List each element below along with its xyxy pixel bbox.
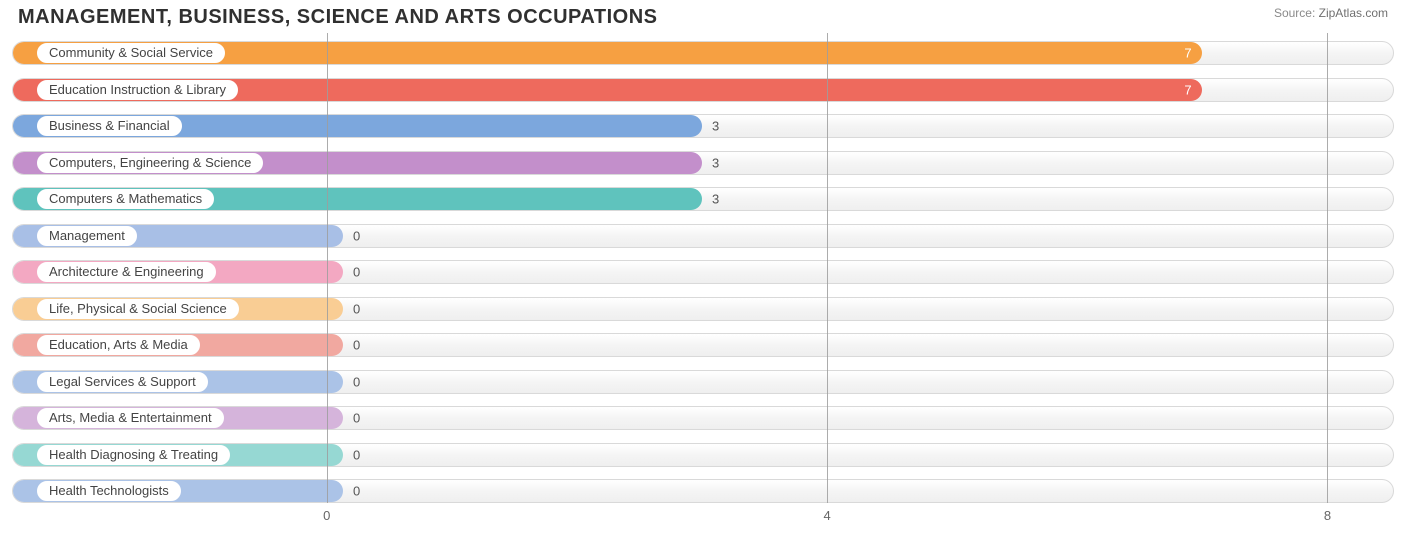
category-label-pill: Health Technologists (36, 480, 182, 502)
source-label: Source: (1274, 6, 1315, 20)
bar-row: Education Instruction & Library 7 (10, 76, 1396, 104)
category-label-pill: Health Diagnosing & Treating (36, 444, 231, 466)
bar-row: Architecture & Engineering 0 (10, 258, 1396, 286)
category-label-pill: Management (36, 225, 138, 247)
bar-row: Legal Services & Support 0 (10, 368, 1396, 396)
bar-value-label: 0 (353, 301, 360, 316)
category-label-pill: Arts, Media & Entertainment (36, 407, 225, 429)
bar-row: Health Diagnosing & Treating 0 (10, 441, 1396, 469)
bar-value-label: 3 (712, 192, 719, 207)
category-label-pill: Computers & Mathematics (36, 188, 215, 210)
bar-value-label: 0 (353, 447, 360, 462)
bar-row: Computers & Mathematics 3 (10, 185, 1396, 213)
category-label-pill: Life, Physical & Social Science (36, 298, 240, 320)
gridline (1327, 33, 1328, 503)
bar-value-label: 7 (1184, 82, 1191, 97)
chart-area: Community & Social Service7Education Ins… (0, 33, 1406, 523)
chart-header: MANAGEMENT, BUSINESS, SCIENCE AND ARTS O… (0, 0, 1406, 33)
source-attribution: Source: ZipAtlas.com (1274, 6, 1388, 20)
category-label-pill: Education Instruction & Library (36, 79, 239, 101)
bar-row: Business & Financial 3 (10, 112, 1396, 140)
bar-row: Community & Social Service 7 (10, 39, 1396, 67)
bar-row: Computers, Engineering & Science 3 (10, 149, 1396, 177)
bar-row: Management 0 (10, 222, 1396, 250)
gridline (827, 33, 828, 503)
bar-row: Life, Physical & Social Science 0 (10, 295, 1396, 323)
x-axis-tick-label: 4 (823, 508, 830, 523)
category-label-pill: Architecture & Engineering (36, 261, 217, 283)
category-label-pill: Education, Arts & Media (36, 334, 201, 356)
x-axis-tick-label: 8 (1324, 508, 1331, 523)
bar-value-label: 0 (353, 374, 360, 389)
plot-area: Community & Social Service7Education Ins… (10, 33, 1396, 523)
category-label-pill: Community & Social Service (36, 42, 226, 64)
bar-value-label: 0 (353, 338, 360, 353)
bar-value-label: 0 (353, 265, 360, 280)
bar-value-label: 3 (712, 155, 719, 170)
bar-value-label: 0 (353, 484, 360, 499)
category-label-pill: Business & Financial (36, 115, 183, 137)
bar-row: Health Technologists 0 (10, 477, 1396, 505)
bar-rows-container: Community & Social Service7Education Ins… (10, 39, 1396, 514)
bar-row: Arts, Media & Entertainment 0 (10, 404, 1396, 432)
bar-value-label: 0 (353, 228, 360, 243)
category-label-pill: Computers, Engineering & Science (36, 152, 264, 174)
gridline (327, 33, 328, 503)
bar-value-label: 0 (353, 411, 360, 426)
bar-value-label: 7 (1184, 46, 1191, 61)
bar-row: Education, Arts & Media 0 (10, 331, 1396, 359)
x-axis-tick-label: 0 (323, 508, 330, 523)
chart-title: MANAGEMENT, BUSINESS, SCIENCE AND ARTS O… (18, 6, 657, 29)
category-label-pill: Legal Services & Support (36, 371, 209, 393)
bar-value-label: 3 (712, 119, 719, 134)
source-site: ZipAtlas.com (1319, 6, 1388, 20)
